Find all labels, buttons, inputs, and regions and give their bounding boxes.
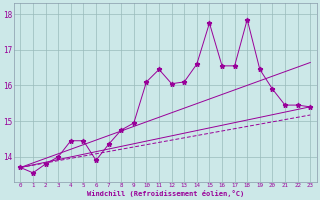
X-axis label: Windchill (Refroidissement éolien,°C): Windchill (Refroidissement éolien,°C) (87, 190, 244, 197)
